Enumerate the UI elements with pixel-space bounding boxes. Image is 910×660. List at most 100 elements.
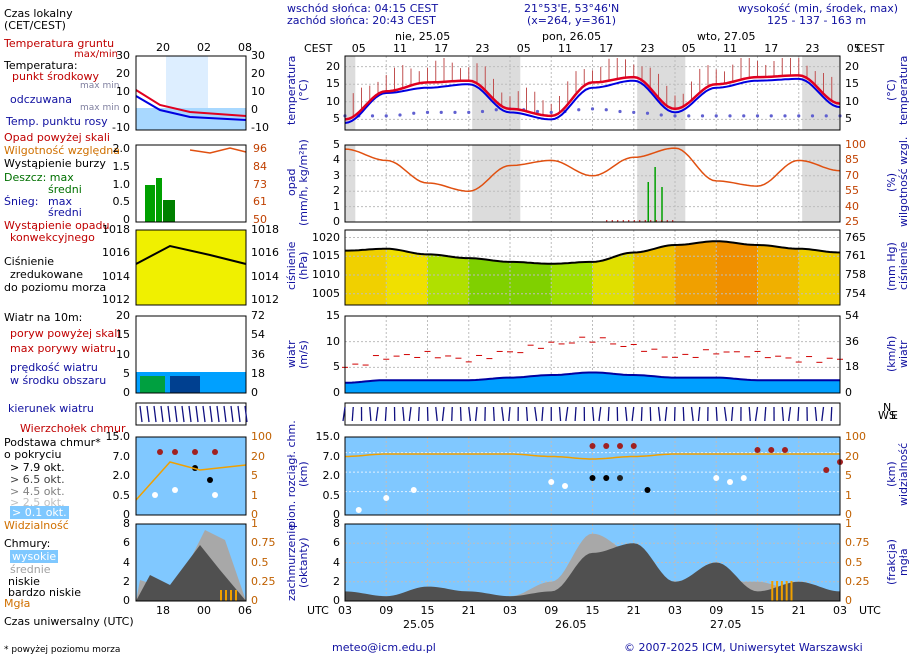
- wind-frame: [344, 315, 841, 394]
- rain-bar: [654, 167, 656, 222]
- legend-opad-konw2: konwekcyjnego: [10, 231, 95, 244]
- cc-frame: [344, 523, 841, 602]
- conv-mark: [617, 220, 619, 222]
- wind-line: [345, 371, 840, 384]
- footnote: * powyżej poziomu morza: [4, 645, 121, 655]
- cloud-dot: [630, 443, 637, 449]
- press-fill: [626, 252, 635, 305]
- press-tick-right-2: 758: [845, 268, 866, 281]
- visibility-line: [345, 453, 840, 460]
- temp-night-2: [637, 56, 686, 130]
- tz-left: CEST: [304, 42, 333, 55]
- hour-top-5: 11: [558, 42, 572, 55]
- cloud-dot: [603, 443, 610, 449]
- press-frame: [344, 229, 841, 306]
- wind-arrow: [541, 406, 544, 422]
- wind-arrow: [591, 406, 595, 422]
- wind-arrow: [351, 406, 354, 422]
- hour-bottom-4: 03: [503, 604, 517, 617]
- fog-bar: [785, 581, 788, 601]
- opad-tick-left-4: 1: [333, 199, 340, 213]
- press-fill: [413, 253, 422, 305]
- press-tick-right-1: 761: [845, 249, 866, 263]
- wind-arrow: [342, 406, 346, 422]
- copyright-text: © 2007-2025 ICM, Uniwersytet Warszawski: [624, 641, 863, 654]
- press-fill: [688, 243, 697, 305]
- press-fill: [379, 248, 387, 305]
- grid-text: (x=264, y=361): [527, 14, 617, 27]
- temp-tick-right-2: 10: [845, 94, 859, 108]
- wind-tick-right-3: 0: [845, 386, 852, 399]
- legend-hour-20: 20: [156, 41, 170, 54]
- legend-wind-arrow: [195, 405, 199, 423]
- hour-bottom-8: 03: [668, 604, 682, 617]
- press-fill: [606, 258, 614, 305]
- legend-poryw: poryw powyżej skali: [10, 327, 121, 340]
- temp-frame: [344, 55, 841, 131]
- legend-punkt-rosy: Temp. punktu rosy: [6, 115, 108, 128]
- cloud-tick-left-1: 7.0: [322, 449, 341, 463]
- conv-mark: [650, 220, 652, 222]
- legend-snieg: Śnieg:: [4, 195, 39, 208]
- dew-point: [370, 114, 375, 118]
- fog-bar: [776, 581, 779, 601]
- legend-wind-arrow: [223, 405, 227, 423]
- opad-night-0: [345, 145, 356, 222]
- press-fill: [537, 263, 545, 305]
- legend-do-poziomu: do poziomu morza: [4, 281, 107, 294]
- legend-cloud-tick-r-4: 0: [251, 508, 258, 521]
- legend-press-tick-l-2: 1014: [102, 269, 130, 283]
- wind-arrow: [369, 406, 372, 422]
- hour-bottom-9: 09: [709, 604, 724, 617]
- wind-arrow: [664, 406, 668, 422]
- legend-maxmin-b: max min: [80, 103, 120, 113]
- cloud-dot: [823, 467, 830, 473]
- press-fill: [785, 248, 793, 305]
- legend-max-porywy: max porywy wiatru: [10, 342, 116, 355]
- legend-cc-tick-l-3: 2: [123, 574, 130, 588]
- press-fill: [654, 247, 662, 305]
- press-fill: [448, 256, 456, 305]
- conv-mark: [666, 220, 668, 222]
- cloud-tick-left-0: 15.0: [315, 430, 341, 443]
- date-bottom-1: 25.05: [403, 618, 435, 631]
- hour-bottom-12: 03: [833, 604, 847, 617]
- compass-e: E: [891, 409, 898, 422]
- coords-text: 21°53'E, 53°46'N: [524, 2, 620, 15]
- hour-top-6: 17: [599, 42, 614, 55]
- opad-night-3: [802, 145, 840, 222]
- temp-night-1: [472, 56, 521, 130]
- legend-cc-tick-r-0: 1: [251, 517, 258, 530]
- dew-point: [425, 110, 430, 114]
- legend-opad-tick-l-3: 0.5: [112, 195, 131, 209]
- utc-left: UTC: [307, 604, 329, 617]
- wind-arrow: [525, 406, 529, 422]
- legend-hour-18: 18: [156, 604, 170, 617]
- legend-wind-arrow: [153, 405, 157, 423]
- wind-arrow: [435, 406, 438, 422]
- legend-cc-frame: [135, 523, 247, 602]
- wind-arrow: [501, 406, 505, 422]
- cloud-dot: [589, 475, 596, 481]
- cc-tick-left-3: 2: [333, 574, 340, 588]
- press-fill: [736, 243, 745, 305]
- dew-point: [645, 111, 650, 115]
- press-fill: [633, 252, 642, 305]
- email-link[interactable]: meteo@icm.edu.pl: [332, 641, 436, 654]
- wind-arrow: [607, 406, 610, 422]
- dew-point: [535, 109, 540, 114]
- temp-tick-right-1: 15: [845, 77, 859, 91]
- cc-axis-unit-right: mgła: [897, 548, 910, 576]
- legend-wind-tick-l-0: 20: [116, 309, 130, 322]
- press-fill: [372, 249, 380, 305]
- legend-wind-tick-r-4: 0: [251, 386, 258, 399]
- legend-cloud-dot: [157, 449, 163, 455]
- cc-tick-right-3: 0.25: [845, 574, 870, 588]
- legend-press-line: [135, 244, 247, 265]
- dew-point: [632, 110, 636, 114]
- pressure-line: [345, 240, 841, 265]
- wind-arrow: [375, 406, 379, 422]
- conv-mark: [672, 220, 674, 222]
- legend-wind-tick-l-2: 10: [116, 347, 130, 361]
- legend-czas-lokalny: Czas lokalny: [4, 7, 73, 20]
